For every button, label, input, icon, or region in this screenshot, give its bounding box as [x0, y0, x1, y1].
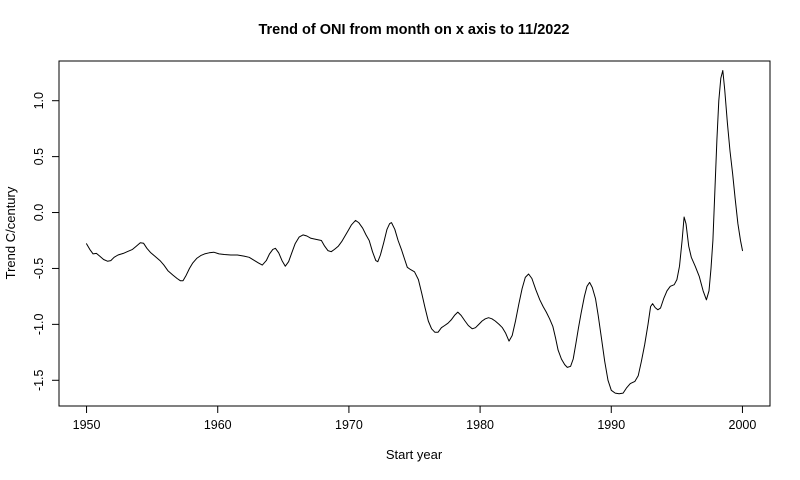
- oni-trend-line: [86, 70, 743, 395]
- axis-ticks: 1950 1960 1970 1980 1990 2000 1.0 0.5 0.0 -0.5 -1.…: [32, 92, 756, 432]
- y-axis-label: Trend C/century: [3, 186, 18, 279]
- y-axis-tick-label: 0.5: [32, 148, 46, 165]
- x-axis-tick-label: 2000: [729, 418, 757, 432]
- x-axis-tick-label: 1990: [597, 418, 625, 432]
- plot-border: [58, 60, 771, 407]
- x-axis-tick-label: 1970: [335, 418, 363, 432]
- data-line-layer: [86, 70, 743, 395]
- y-axis-tick-label: -0.5: [32, 258, 46, 280]
- x-axis-tick-label: 1950: [73, 418, 101, 432]
- y-axis-tick-label: 0.0: [32, 204, 46, 221]
- y-axis-tick-label: -1.5: [32, 369, 46, 391]
- chart-title: Trend of ONI from month on x axis to 11/…: [258, 22, 569, 38]
- y-axis-tick-label: 1.0: [32, 92, 46, 109]
- x-axis-label: Start year: [386, 447, 443, 462]
- y-axis-tick-label: -1.0: [32, 314, 46, 336]
- x-axis-tick-label: 1960: [204, 418, 232, 432]
- x-axis-tick-label: 1980: [466, 418, 494, 432]
